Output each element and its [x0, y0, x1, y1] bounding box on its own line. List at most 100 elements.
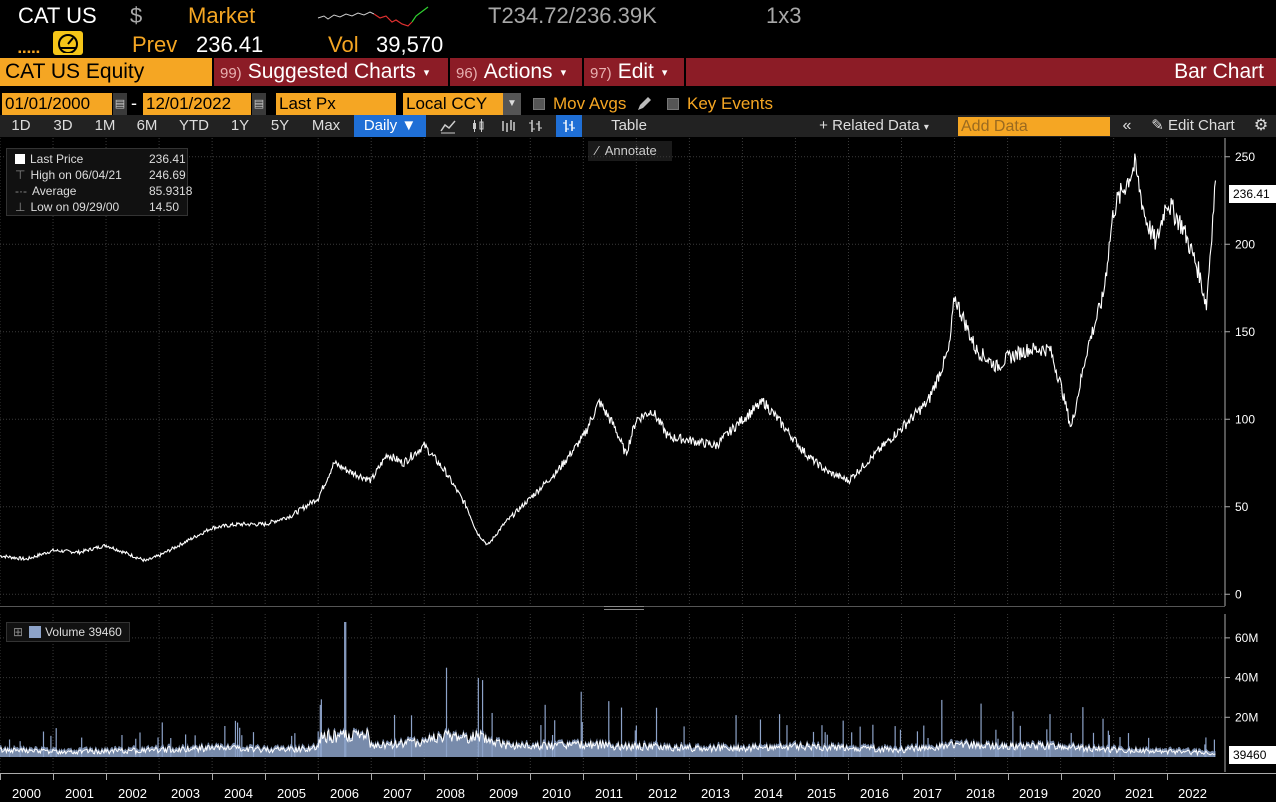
- table-button[interactable]: Table: [611, 117, 647, 134]
- calendar-icon[interactable]: ▤: [252, 93, 266, 115]
- menu-label: Edit: [617, 60, 654, 83]
- ohlc-bar-icon[interactable]: [500, 118, 516, 134]
- x-tick-label: 2011: [595, 786, 623, 801]
- ticker-label[interactable]: CAT US: [18, 3, 97, 28]
- pencil-icon[interactable]: [636, 96, 652, 112]
- average-marker-icon: -·-: [15, 184, 27, 198]
- range-1m-button[interactable]: 1M: [94, 117, 116, 134]
- range-max-button[interactable]: Max: [311, 117, 341, 134]
- y-tick-label: 150: [1235, 325, 1255, 339]
- dots-indicator: ▪▪▪▪▪: [18, 47, 41, 58]
- start-date-field[interactable]: 01/01/2000: [2, 93, 112, 115]
- edit-menu[interactable]: 97) Edit ▾: [584, 58, 684, 86]
- pencil-icon: ✎: [1151, 117, 1164, 134]
- line-chart-icon[interactable]: [440, 118, 456, 134]
- x-tick-label: 2006: [330, 786, 359, 801]
- range-ytd-button[interactable]: YTD: [179, 117, 209, 134]
- edit-chart-button[interactable]: ✎ Edit Chart: [1142, 115, 1244, 137]
- volume-legend: ⊞ Volume 39460: [6, 622, 130, 642]
- x-tick-label: 2021: [1125, 786, 1154, 801]
- y-tick-label: 100: [1235, 412, 1255, 426]
- x-tick: [530, 774, 531, 780]
- price-series-line: [0, 153, 1217, 563]
- key-events-label[interactable]: Key Events: [687, 94, 773, 113]
- plus-icon: +: [819, 117, 828, 134]
- prev-value: 236.41: [196, 32, 264, 57]
- x-tick-label: 2007: [383, 786, 412, 801]
- annotate-label: Annotate: [604, 143, 657, 158]
- y-tick-label: 20M: [1235, 710, 1258, 724]
- x-tick-label: 2022: [1178, 786, 1207, 801]
- chevron-down-icon[interactable]: ▼: [503, 93, 521, 115]
- currency-select[interactable]: Local CCY: [403, 93, 503, 115]
- splitter-handle[interactable]: [604, 606, 644, 610]
- x-tick: [689, 774, 690, 780]
- x-tick-label: 2004: [224, 786, 253, 801]
- volume-chart[interactable]: 20M 40M 60M: [0, 614, 1276, 772]
- gauge-icon[interactable]: [53, 31, 83, 55]
- edit-chart-label: Edit Chart: [1168, 117, 1235, 134]
- collapse-double-chevron-icon[interactable]: «: [1122, 117, 1132, 134]
- frequency-dropdown[interactable]: Daily ▼: [354, 115, 426, 137]
- security-input[interactable]: CAT US Equity: [0, 58, 212, 86]
- related-data-dropdown[interactable]: + Related Data ▾: [804, 115, 944, 137]
- chart-type-title: Bar Chart: [1174, 60, 1264, 83]
- related-data-label: Related Data: [832, 117, 920, 134]
- legend-low: ⊥ Low on 09/29/00: [15, 200, 119, 215]
- mov-avgs-checkbox[interactable]: [533, 98, 545, 110]
- range-3d-button[interactable]: 3D: [53, 117, 73, 134]
- annotate-button[interactable]: ∕ Annotate: [588, 141, 672, 161]
- range-6m-button[interactable]: 6M: [136, 117, 158, 134]
- end-date-field[interactable]: 12/01/2022: [143, 93, 251, 115]
- hilo-icon[interactable]: [528, 118, 544, 134]
- x-tick-label: 2012: [648, 786, 677, 801]
- x-tick: [265, 774, 266, 780]
- candlestick-icon[interactable]: [470, 118, 486, 134]
- x-tick: [424, 774, 425, 780]
- suggested-charts-menu[interactable]: 99) Suggested Charts ▾: [214, 58, 446, 86]
- x-tick: [583, 774, 584, 780]
- x-tick: [1008, 774, 1009, 780]
- x-tick: [53, 774, 54, 780]
- price-chart[interactable]: 0 50 100 150 200 250: [0, 138, 1276, 606]
- y-tick-label: 0: [1235, 587, 1242, 601]
- market-label: Market: [188, 3, 256, 28]
- x-tick: [371, 774, 372, 780]
- bar-chart-type-button[interactable]: [556, 115, 582, 137]
- bar-type-icon: [563, 120, 575, 132]
- x-tick: [318, 774, 319, 780]
- y-tick-label: 50: [1235, 500, 1249, 514]
- mov-avgs-label[interactable]: Mov Avgs: [553, 94, 627, 113]
- date-separator: -: [131, 93, 137, 113]
- chart-toolbar: 1D 3D 1M 6M YTD 1Y 5Y Max Daily ▼ Table …: [0, 115, 1276, 137]
- last-volume-axis-label: 39460: [1229, 746, 1276, 764]
- quote-size: 1x3: [766, 3, 802, 28]
- range-5y-button[interactable]: 5Y: [270, 117, 290, 134]
- price-legend: Last Price 236.41 ⊤ High on 06/04/21 246.…: [6, 148, 192, 216]
- legend-high: ⊤ High on 06/04/21: [15, 168, 122, 183]
- legend-label: High on 06/04/21: [30, 168, 122, 182]
- calendar-icon[interactable]: ▤: [113, 93, 127, 115]
- x-tick-label: 2020: [1072, 786, 1101, 801]
- gear-icon[interactable]: ⚙: [1253, 117, 1269, 134]
- currency-symbol: $: [130, 3, 143, 28]
- legend-label: Average: [32, 184, 77, 198]
- bid-ask-quote: T234.72/236.39K: [488, 3, 657, 28]
- legend-value: 14.50: [149, 200, 180, 214]
- volume-legend-label: Volume: [45, 625, 86, 639]
- chevron-down-icon: ▾: [423, 67, 430, 79]
- add-data-input[interactable]: Add Data: [958, 117, 1110, 136]
- expand-icon[interactable]: ⊞: [13, 625, 24, 639]
- x-tick-label: 2002: [118, 786, 147, 801]
- x-tick: [742, 774, 743, 780]
- x-tick-label: 2016: [860, 786, 889, 801]
- x-tick: [955, 774, 956, 780]
- range-1y-button[interactable]: 1Y: [230, 117, 250, 134]
- x-tick-label: 2014: [754, 786, 783, 801]
- actions-menu[interactable]: 96) Actions ▾: [450, 58, 582, 86]
- x-tick: [636, 774, 637, 780]
- key-events-checkbox[interactable]: [667, 98, 679, 110]
- range-1d-button[interactable]: 1D: [11, 117, 31, 134]
- x-tick: [795, 774, 796, 780]
- field-select[interactable]: Last Px: [276, 93, 396, 115]
